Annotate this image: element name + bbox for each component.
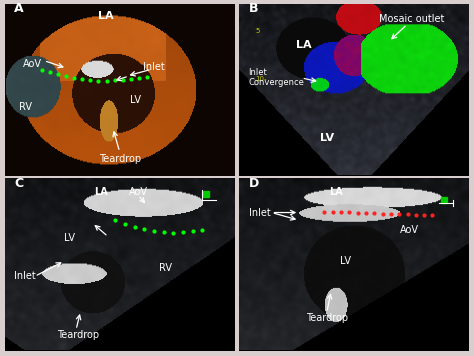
Text: Mosaic outlet: Mosaic outlet [379,14,445,24]
Text: AoV: AoV [128,187,147,197]
Text: RV: RV [159,263,172,273]
Text: 10-: 10- [255,76,267,82]
Text: AoV: AoV [23,59,42,69]
Text: Inlet: Inlet [248,68,267,77]
Text: C: C [14,177,23,190]
Text: A: A [14,2,24,15]
Text: LV: LV [339,256,351,266]
Text: Convergence: Convergence [248,78,304,88]
Text: LA: LA [329,187,343,197]
Text: B: B [248,2,258,15]
Text: Inlet: Inlet [248,208,270,218]
Text: LA: LA [296,40,311,50]
Text: Inlet: Inlet [14,271,36,281]
Text: Teardrop: Teardrop [57,330,100,340]
Text: LA: LA [98,11,114,21]
Text: LA: LA [94,187,108,197]
Text: Teardrop: Teardrop [306,313,348,323]
Text: RV: RV [19,102,32,112]
Text: LV: LV [130,95,141,105]
Text: AoV: AoV [400,225,419,235]
Text: LV: LV [64,234,74,244]
Text: LV: LV [319,133,334,143]
Text: D: D [248,177,259,190]
Text: 5: 5 [255,28,260,34]
Text: Teardrop: Teardrop [99,154,141,164]
Text: Inlet: Inlet [143,62,165,72]
